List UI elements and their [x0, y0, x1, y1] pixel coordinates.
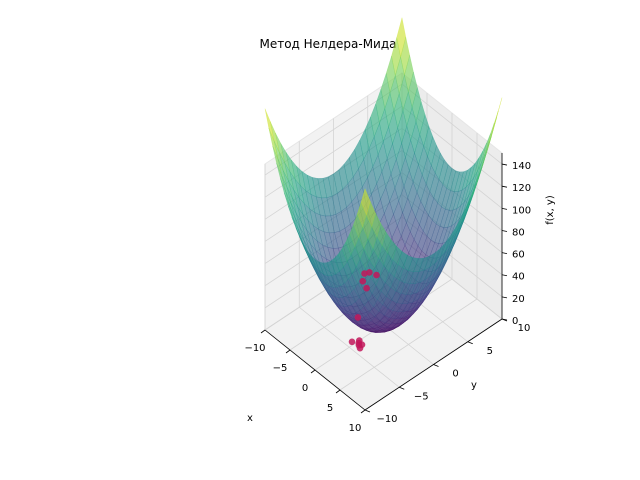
x-tick	[285, 349, 291, 354]
x-tick-label: −10	[244, 343, 265, 354]
y-tick-label: 0	[452, 369, 458, 380]
z-tick	[501, 163, 508, 166]
x-tick-label: 5	[327, 403, 333, 414]
scatter-point	[366, 269, 373, 276]
z-tick	[501, 230, 508, 232]
x-tick	[310, 369, 316, 374]
z-tick-label: 80	[512, 228, 525, 239]
x-tick	[260, 329, 266, 334]
y-tick	[467, 341, 473, 345]
z-tick-label: 0	[512, 316, 518, 327]
x-tick-label: −5	[273, 363, 288, 374]
x-tick	[335, 389, 341, 394]
scatter-point	[356, 344, 364, 352]
z-tick-label: 100	[512, 205, 531, 216]
y-tick	[433, 364, 439, 367]
scatter-point	[363, 284, 370, 292]
z-axis-label: f(x, y)	[545, 195, 556, 225]
x-tick-label: 10	[349, 423, 362, 434]
y-tick	[364, 409, 371, 413]
y-tick-label: −5	[414, 391, 429, 402]
optimization-points	[348, 269, 380, 352]
z-tick-label: 140	[512, 161, 531, 172]
z-tick-label: 20	[512, 294, 525, 305]
z-tick	[501, 296, 508, 299]
z-tick-label: 60	[512, 250, 525, 261]
y-tick-label: −10	[376, 414, 397, 425]
z-tick	[501, 252, 508, 254]
y-tick	[399, 386, 405, 390]
z-tick-label: 120	[512, 183, 531, 194]
z-tick	[501, 274, 508, 277]
y-tick-label: 5	[487, 346, 493, 357]
scatter-point	[359, 277, 367, 285]
scatter-point	[373, 271, 380, 279]
z-tick	[501, 318, 508, 321]
scatter-point	[354, 314, 362, 321]
y-axis-label: y	[471, 380, 477, 391]
z-tick-label: 40	[512, 272, 525, 283]
grid-line-y	[299, 306, 400, 388]
x-axis-label: x	[247, 413, 253, 424]
surface-patch	[360, 188, 371, 216]
z-tick	[501, 185, 508, 188]
z-tick	[501, 207, 508, 210]
x-tick-label: 0	[302, 383, 308, 394]
scatter-point	[348, 338, 356, 346]
x-tick	[360, 409, 366, 414]
chart-title: Метод Нелдера-Мида	[259, 37, 396, 51]
y-tick-label: 10	[518, 323, 531, 334]
